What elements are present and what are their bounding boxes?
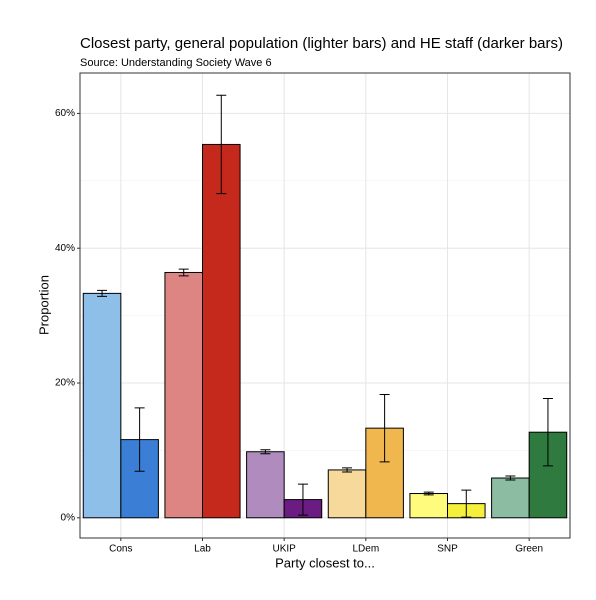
y-tick-label: 0% — [61, 512, 76, 523]
x-axis-label: Party closest to... — [275, 555, 375, 570]
error-bar — [542, 398, 553, 467]
x-tick-label: Cons — [109, 544, 132, 555]
chart-title: Closest party, general population (light… — [80, 35, 563, 52]
error-bar — [178, 268, 189, 277]
bar — [491, 477, 530, 519]
error-bar — [216, 94, 227, 195]
y-axis-label: Proportion — [36, 275, 51, 335]
y-tick-label: 60% — [55, 108, 75, 119]
error-bar — [134, 407, 145, 472]
bar — [327, 469, 367, 519]
bar — [409, 493, 448, 519]
error-bar — [461, 489, 472, 518]
error-bar — [97, 289, 108, 297]
error-bar — [342, 467, 353, 473]
x-tick-label: Green — [515, 544, 543, 555]
error-bar — [505, 475, 516, 481]
x-tick-label: Lab — [194, 544, 211, 555]
y-tick-label: 40% — [55, 243, 75, 254]
y-tick-label: 20% — [55, 378, 75, 389]
x-tick-label: UKIP — [272, 544, 296, 555]
x-tick-label: SNP — [437, 544, 458, 555]
bar — [202, 143, 241, 519]
bar — [164, 271, 203, 519]
bar — [82, 292, 122, 519]
plot-border — [79, 72, 571, 539]
bar — [246, 451, 285, 519]
x-tick-label: LDem — [352, 544, 379, 555]
error-bar — [379, 393, 390, 463]
chart-subtitle: Source: Understanding Society Wave 6 — [80, 57, 272, 69]
error-bar — [260, 449, 271, 455]
error-bar — [423, 491, 434, 496]
error-bar — [297, 483, 308, 516]
